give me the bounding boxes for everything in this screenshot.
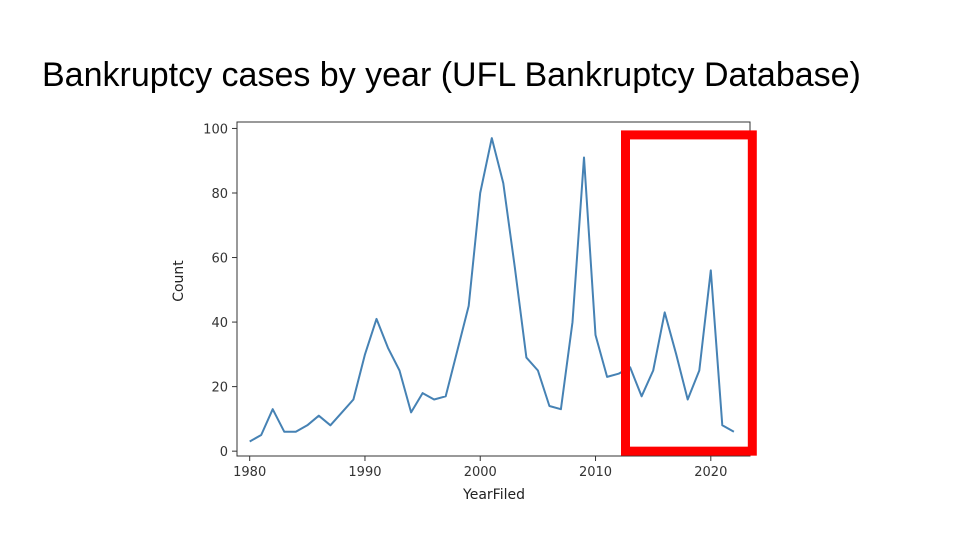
plot-frame	[236, 121, 751, 457]
x-tick-label: 1980	[233, 465, 266, 480]
y-tick-label: 20	[211, 381, 228, 396]
slide-title: Bankruptcy cases by year (UFL Bankruptcy…	[42, 56, 861, 94]
plot-area: 1980 1990 2000 2010 2020 0 20 40 60 80 100	[203, 121, 757, 480]
x-tick-label: 2010	[579, 465, 612, 480]
x-tick-label: 2000	[464, 465, 497, 480]
y-axis-label: Count	[171, 260, 187, 302]
highlight-box	[620, 130, 757, 456]
y-tick-label: 40	[211, 316, 228, 331]
y-tick-label: 100	[203, 122, 228, 137]
series-line	[249, 137, 735, 443]
y-tick-label: 0	[220, 445, 228, 460]
x-tick-label: 1990	[348, 465, 381, 480]
y-tick-label: 80	[211, 187, 228, 202]
x-tick-label: 2020	[694, 465, 727, 480]
x-axis-label: YearFiled	[462, 487, 525, 503]
y-tick-label: 60	[211, 252, 228, 267]
